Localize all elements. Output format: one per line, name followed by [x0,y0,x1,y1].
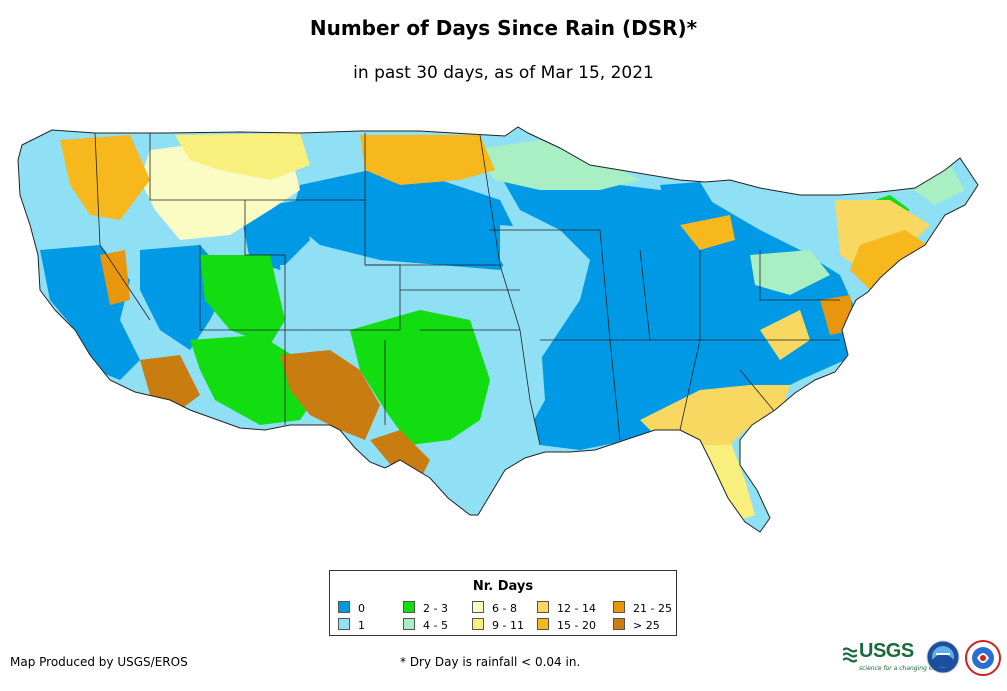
legend-label: > 25 [633,619,660,632]
legend-label: 1 [358,619,365,632]
legend-label: 15 - 20 [557,619,596,632]
legend-item: 21 - 25 [613,601,672,615]
usgs-tagline: science for a changing world [859,665,946,672]
legend-item: 9 - 11 [472,618,524,632]
logos: USGS science for a changing world [843,640,1007,680]
legend-swatch [613,618,625,630]
credit-text: Map Produced by USGS/EROS [10,655,188,669]
nws-logo [965,640,1001,676]
legend-label: 0 [358,602,365,615]
legend-swatch [403,618,415,630]
legend: Nr. Days 0 1 2 - 3 4 - 5 6 - 8 9 - 11 12 - 14 1… [329,570,677,636]
map-title: Number of Days Since Rain (DSR)* [309,16,698,40]
legend-swatch [472,618,484,630]
legend-item: 1 [338,618,365,632]
footnote-text: * Dry Day is rainfall < 0.04 in. [400,655,581,669]
legend-label: 12 - 14 [557,602,596,615]
legend-label: 21 - 25 [633,602,672,615]
legend-item: 6 - 8 [472,601,517,615]
noaa-logo [926,640,960,674]
legend-item: 0 [338,601,365,615]
map-subtitle: in past 30 days, as of Mar 15, 2021 [353,63,654,83]
legend-label: 2 - 3 [423,602,448,615]
usgs-wave-icon [843,647,857,663]
legend-swatch [338,618,350,630]
legend-swatch [537,618,549,630]
legend-item: 4 - 5 [403,618,448,632]
state-boundaries [94,132,840,446]
legend-swatch [537,601,549,613]
legend-swatch [338,601,350,613]
legend-swatch [403,601,415,613]
legend-label: 6 - 8 [492,602,517,615]
legend-label: 4 - 5 [423,619,448,632]
legend-item: 12 - 14 [537,601,596,615]
legend-label: 9 - 11 [492,619,524,632]
legend-title: Nr. Days [472,579,534,594]
dsr-shading [18,127,978,532]
legend-item: 2 - 3 [403,601,448,615]
usgs-wordmark: USGS [859,640,914,662]
us-dsr-map [17,126,979,533]
legend-swatch [613,601,625,613]
legend-swatch [472,601,484,613]
legend-item: > 25 [613,618,660,632]
legend-item: 15 - 20 [537,618,596,632]
